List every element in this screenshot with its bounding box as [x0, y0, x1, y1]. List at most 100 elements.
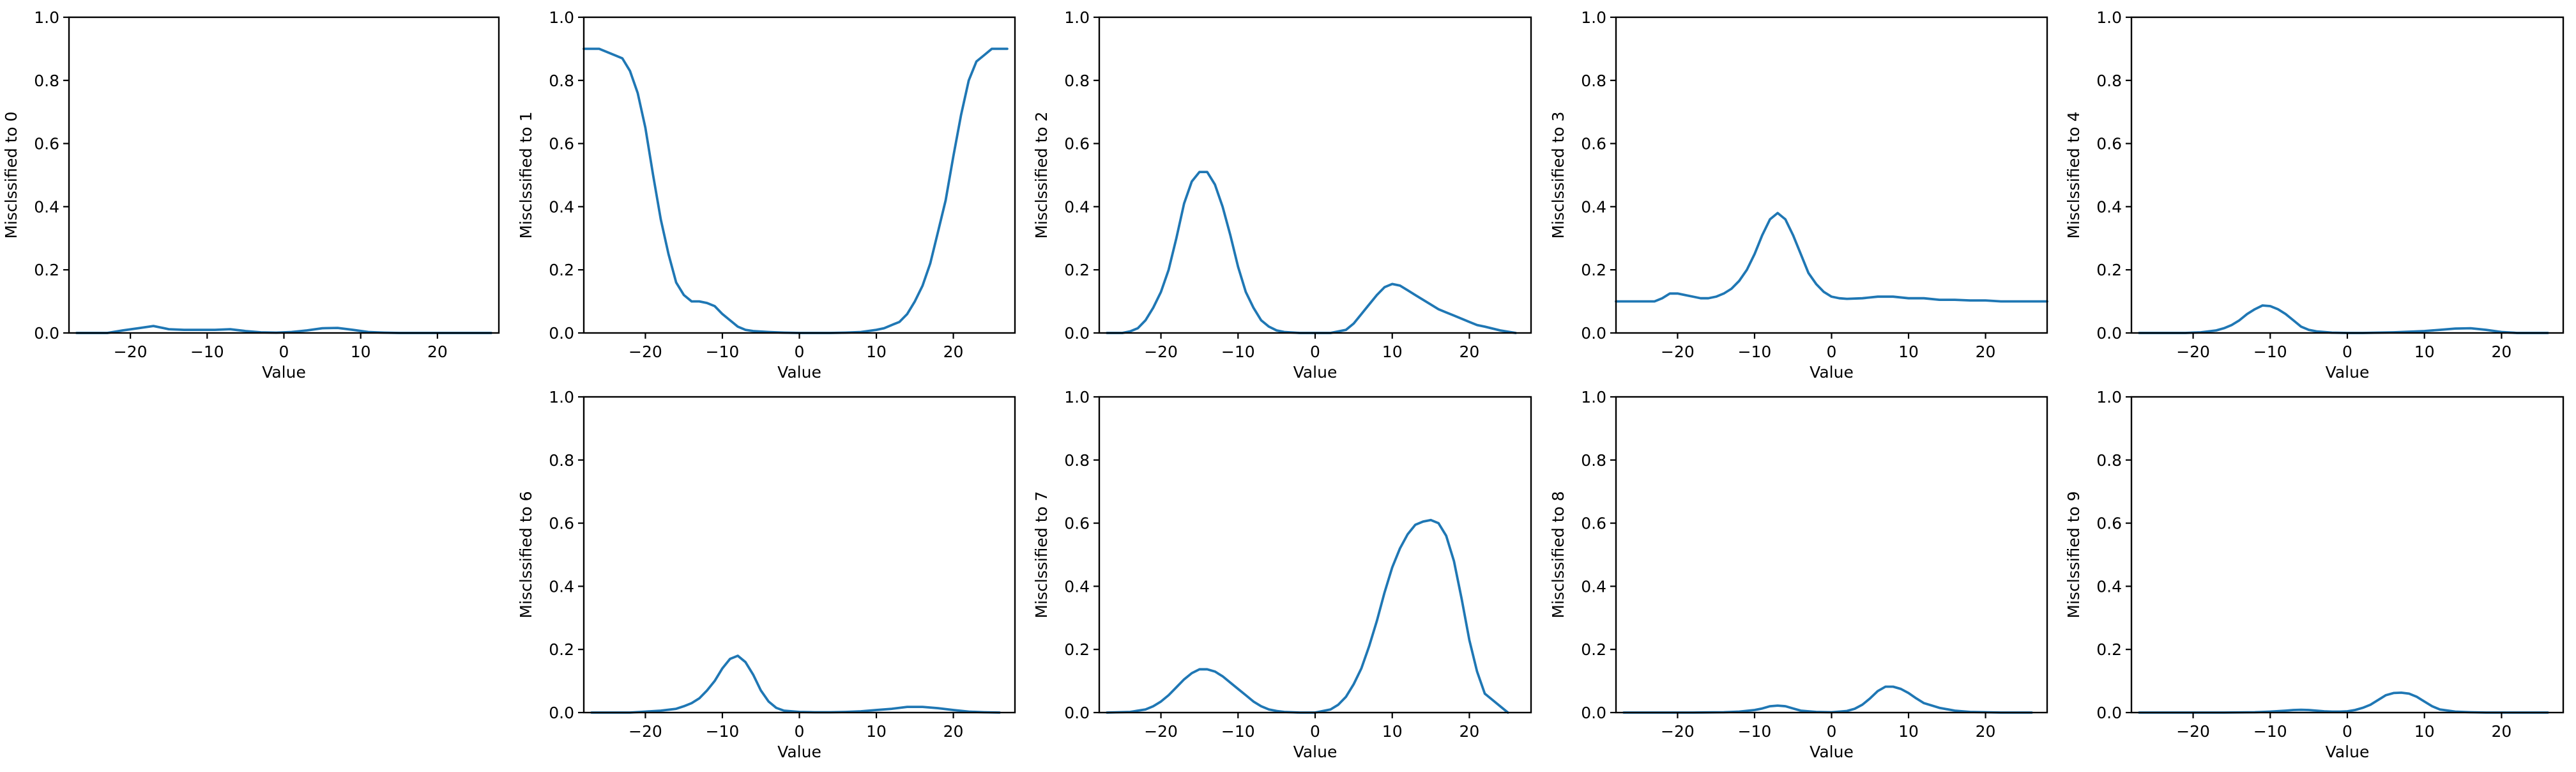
x-tick-label: 20 [2492, 343, 2512, 361]
y-tick-label: 0.6 [1064, 135, 1090, 153]
x-tick-label: −10 [706, 722, 740, 741]
y-tick-label: 0.6 [34, 135, 59, 153]
subplot-8: 0.0 0.2 0.4 0.6 0.8 1.0 −20 −10 0 10 20 Value Miscls… [2064, 388, 2565, 761]
y-tick-label: 1.0 [1581, 388, 1606, 406]
x-tick-label: 0 [1310, 343, 1320, 361]
x-axis-label: Value [2326, 363, 2370, 382]
y-tick-label: 0.0 [549, 704, 574, 722]
y-tick-label: 0.8 [1581, 72, 1606, 90]
series-line-1-0 [583, 47, 1009, 334]
x-tick-label: −10 [706, 343, 740, 361]
x-axis-label: Value [1293, 363, 1338, 382]
y-tick-label: 0.4 [1581, 197, 1606, 216]
x-tick-label: 0 [2342, 343, 2352, 361]
x-tick-label: −20 [1144, 722, 1178, 741]
series-line-2-0 [1106, 171, 1517, 334]
y-tick-label: 0.6 [549, 135, 574, 153]
subplot-2: 0.0 0.2 0.4 0.6 0.8 1.0 −20 −10 0 10 20 Value Miscls… [1032, 8, 1532, 382]
y-tick-label: 0.2 [549, 640, 574, 659]
x-tick-label: 20 [1976, 722, 1996, 741]
y-tick-label: 0.4 [1064, 577, 1090, 596]
x-tick-label: 10 [351, 343, 371, 361]
x-tick-label: 20 [427, 343, 448, 361]
y-tick-label: 0.2 [549, 261, 574, 279]
y-tick-label: 0.2 [1581, 261, 1606, 279]
y-tick-label: 0.6 [549, 514, 574, 533]
x-tick-label: 10 [866, 343, 887, 361]
subplot-6: 0.0 0.2 0.4 0.6 0.8 1.0 −20 −10 0 10 20 Value Miscls… [1032, 388, 1532, 761]
y-axis-label: Misclssified to 4 [2064, 111, 2083, 238]
y-axis-label: Misclssified to 3 [1549, 111, 1567, 238]
y-tick-label: 1.0 [1064, 388, 1090, 406]
x-tick-label: −20 [1661, 722, 1695, 741]
subplot-1: 0.0 0.2 0.4 0.6 0.8 1.0 −20 −10 0 10 20 Value Miscls… [517, 8, 1016, 382]
y-tick-label: 1.0 [2096, 8, 2122, 27]
y-tick-label: 0.8 [1064, 451, 1090, 470]
y-tick-label: 0.0 [34, 324, 59, 343]
x-tick-label: 0 [795, 343, 805, 361]
y-tick-label: 1.0 [549, 8, 574, 27]
subplot-3: 0.0 0.2 0.4 0.6 0.8 1.0 −20 −10 0 10 20 Value Miscls… [1549, 8, 2048, 382]
x-axis-label: Value [1293, 743, 1338, 761]
x-axis-label: Value [1810, 743, 1854, 761]
y-tick-label: 0.6 [1581, 514, 1606, 533]
x-tick-label: −10 [1738, 343, 1772, 361]
plot-frame [1098, 396, 1532, 714]
plot-frame [1615, 16, 2048, 334]
x-tick-label: 20 [1459, 343, 1480, 361]
y-axis-label: Misclssified to 7 [1032, 491, 1051, 618]
x-tick-label: −10 [1738, 722, 1772, 741]
x-tick-label: −10 [1221, 722, 1255, 741]
x-tick-label: −10 [190, 343, 224, 361]
y-axis-label: Misclssified to 6 [517, 491, 535, 618]
subplot-5: 0.0 0.2 0.4 0.6 0.8 1.0 −20 −10 0 10 20 Value Miscls… [517, 388, 1016, 761]
y-tick-label: 0.0 [1064, 324, 1090, 343]
y-tick-label: 0.2 [2096, 640, 2122, 659]
y-axis-label: Misclssified to 9 [2064, 491, 2083, 618]
y-tick-label: 0.0 [549, 324, 574, 343]
y-tick-label: 0.8 [549, 451, 574, 470]
plot-frame [583, 396, 1016, 714]
x-tick-label: −20 [629, 343, 662, 361]
y-tick-label: 0.8 [2096, 451, 2122, 470]
y-tick-label: 1.0 [2096, 388, 2122, 406]
x-tick-label: −20 [629, 722, 662, 741]
x-axis-label: Value [2326, 743, 2370, 761]
y-axis-label: Misclssified to 1 [517, 111, 535, 238]
x-tick-label: 0 [1827, 722, 1837, 741]
x-tick-label: 20 [2492, 722, 2512, 741]
y-tick-label: 0.6 [2096, 135, 2122, 153]
x-tick-label: 20 [1976, 343, 1996, 361]
y-tick-label: 0.8 [34, 72, 59, 90]
y-tick-label: 0.8 [1064, 72, 1090, 90]
series-line-6-0 [1106, 518, 1509, 714]
y-tick-label: 1.0 [34, 8, 59, 27]
x-tick-label: 10 [2414, 343, 2435, 361]
x-tick-label: 20 [943, 722, 964, 741]
plot-frame [2130, 16, 2565, 334]
y-axis-label: Misclssified to 8 [1549, 491, 1567, 618]
x-tick-label: 0 [1310, 722, 1320, 741]
y-tick-label: 0.4 [1581, 577, 1606, 596]
x-tick-label: 10 [1898, 343, 1919, 361]
y-tick-label: 0.0 [2096, 704, 2122, 722]
plot-frame [1615, 396, 2048, 714]
y-tick-label: 0.6 [2096, 514, 2122, 533]
x-tick-label: 20 [1459, 722, 1480, 741]
y-tick-label: 0.0 [1581, 324, 1606, 343]
y-tick-label: 0.6 [1064, 514, 1090, 533]
y-tick-label: 0.4 [2096, 577, 2122, 596]
x-tick-label: 0 [2342, 722, 2352, 741]
subplot-7: 0.0 0.2 0.4 0.6 0.8 1.0 −20 −10 0 10 20 Value Miscls… [1549, 388, 2048, 761]
x-tick-label: −20 [2176, 722, 2210, 741]
plot-frame [68, 16, 500, 334]
x-tick-label: 20 [943, 343, 964, 361]
y-axis-label: Misclssified to 0 [2, 111, 20, 238]
series-line-7-0 [1622, 685, 2033, 714]
y-tick-label: 0.2 [1064, 261, 1090, 279]
x-tick-label: −10 [2253, 722, 2287, 741]
x-axis-label: Value [777, 363, 821, 382]
y-tick-label: 0.4 [1064, 197, 1090, 216]
y-tick-label: 0.0 [2096, 324, 2122, 343]
